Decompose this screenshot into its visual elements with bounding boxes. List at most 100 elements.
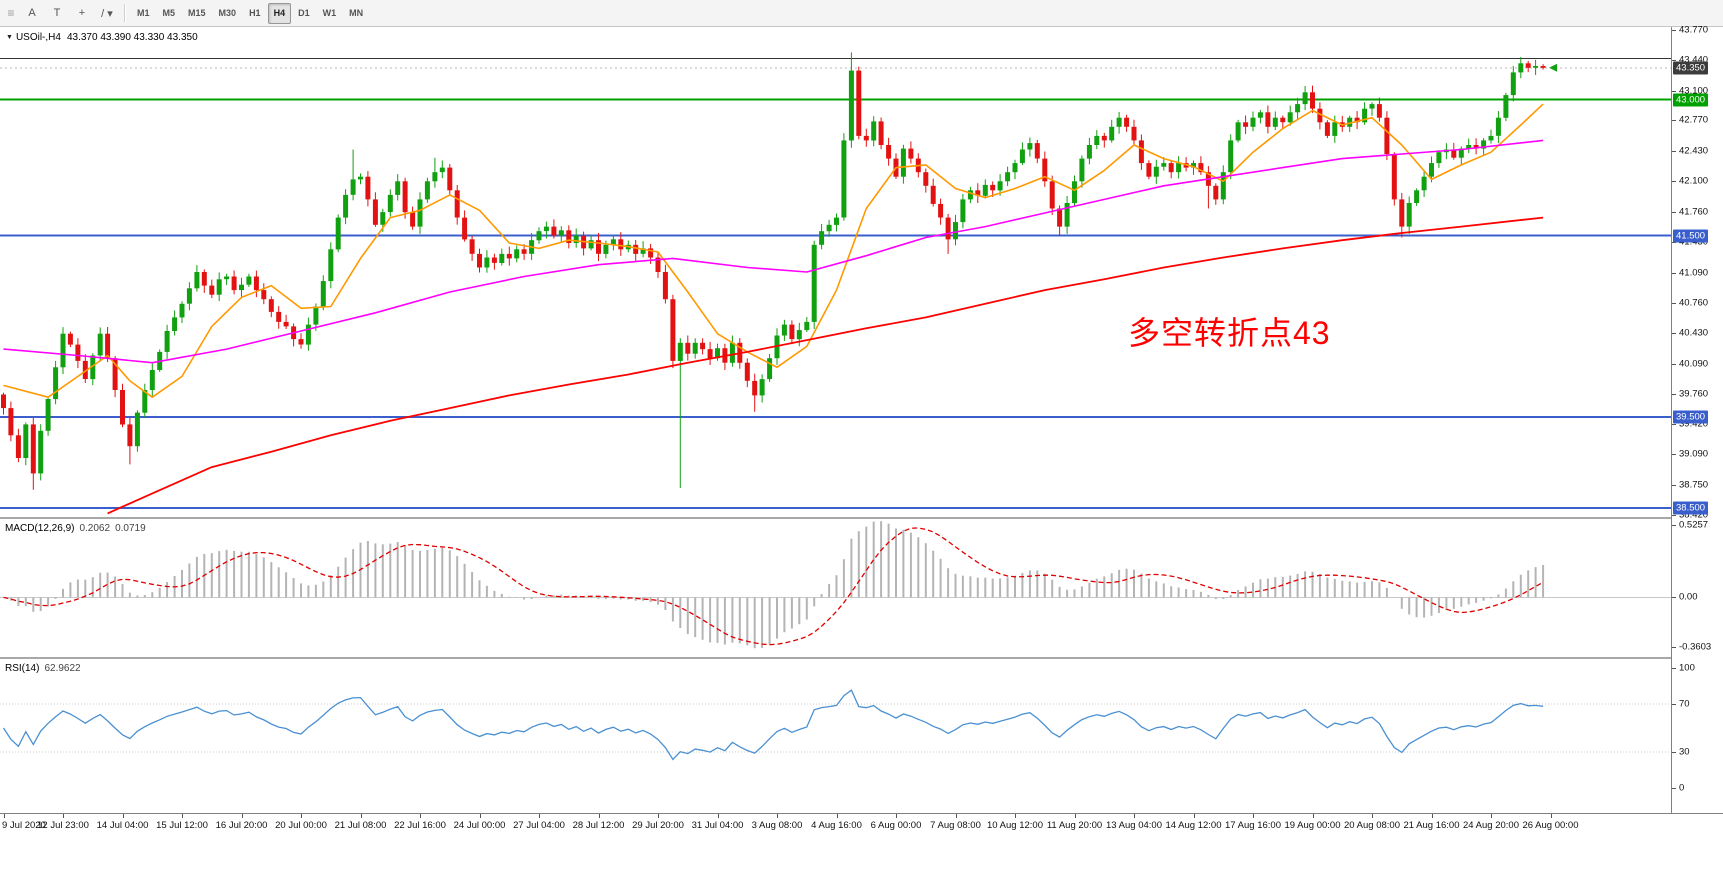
panel-separator[interactable] — [0, 517, 1671, 519]
time-tick-label: 15 Jul 12:00 — [156, 820, 208, 831]
price-tick-label: 38.750 — [1679, 479, 1709, 491]
chart-plot-area[interactable]: ▼ USOil-,H4 43.370 43.390 43.330 43.350 多空… — [0, 27, 1671, 813]
price-tick-label: 40.090 — [1679, 358, 1709, 370]
chart-annotation-text: 多空转折点43 — [1128, 315, 1331, 351]
axis-tick — [1672, 597, 1676, 599]
candles — [1, 52, 1546, 490]
timeframe-D1[interactable]: D1 — [298, 8, 310, 18]
time-tick-label: 6 Aug 00:00 — [870, 820, 922, 831]
axis-tick — [1672, 485, 1676, 487]
time-tick-label: 17 Aug 16:00 — [1225, 820, 1281, 831]
rsi-canvas[interactable] — [0, 659, 1671, 793]
price-tick-label: 42.430 — [1679, 145, 1709, 157]
price-tick-label: 0 — [1679, 782, 1685, 794]
time-tick-label: 9 Jul 2020 — [2, 820, 46, 831]
time-tick — [717, 814, 719, 818]
price-tick-label: 42.770 — [1679, 114, 1709, 126]
slow-ma-red — [107, 216, 1544, 515]
rsi-line — [2, 689, 1544, 761]
time-tick-label: 26 Aug 00:00 — [1522, 820, 1579, 831]
symbol-dropdown-icon[interactable]: ▼ — [6, 34, 13, 41]
timeframe-H1[interactable]: H1 — [249, 8, 261, 18]
price-level-badge: 41.500 — [1673, 229, 1709, 243]
timeframe-bar: M1 M5 M15 M30 H1 H4 D1 W1 MN — [131, 2, 369, 24]
main-chart-canvas[interactable] — [0, 27, 1671, 517]
macd-histogram — [9, 521, 1545, 649]
horizontal-levels — [0, 57, 1671, 509]
axis-tick — [1672, 363, 1676, 365]
macd-indicator-name: MACD(12,26,9) — [5, 523, 75, 534]
last-price-marker — [1549, 63, 1558, 72]
axis-tick — [1672, 647, 1676, 648]
chart-ohlc-values: 43.370 43.390 43.330 43.350 — [66, 32, 198, 43]
time-tick — [1074, 814, 1076, 818]
price-level-badge: 38.500 — [1673, 501, 1709, 515]
macd-label: MACD(12,26,9) 0.2062 0.0719 — [5, 523, 146, 534]
price-tick-label: 100 — [1679, 662, 1695, 674]
price-tick-label: 43.440 — [1679, 54, 1709, 66]
time-tick-label: 28 Jul 12:00 — [572, 820, 625, 831]
time-tick — [836, 814, 838, 818]
axis-tick — [1672, 668, 1676, 669]
crosshair-tool[interactable]: + — [78, 7, 86, 19]
price-tick-label: 41.760 — [1679, 206, 1709, 218]
timeframe-MN[interactable]: MN — [349, 8, 364, 18]
axis-tick — [1672, 454, 1676, 456]
axis-tick — [1672, 424, 1676, 426]
axis-tick — [1672, 120, 1676, 122]
time-tick — [479, 814, 481, 818]
toolbar-tools: ≡ A T + / ▾ — [3, 2, 119, 24]
time-tick — [1312, 814, 1314, 818]
macd-signal-line — [3, 527, 1544, 646]
time-tick-label: 24 Aug 20:00 — [1463, 820, 1519, 831]
time-tick — [1372, 814, 1373, 818]
time-tick — [122, 814, 124, 818]
toolbar: ≡ A T + / ▾ M1 M5 M15 M30 H1 H4 D1 W1 MN — [0, 0, 1723, 27]
text-tool[interactable]: A — [28, 7, 36, 19]
macd-canvas[interactable] — [0, 519, 1671, 657]
time-tick-label: 11 Aug 20:00 — [1046, 820, 1103, 831]
axis-tick — [1672, 181, 1676, 183]
time-tick-label: 22 Jul 16:00 — [394, 820, 446, 831]
price-tick-label: 30 — [1679, 746, 1690, 758]
price-tick-label: 70 — [1679, 698, 1690, 710]
timeframe-H4[interactable]: H4 — [267, 2, 292, 24]
time-tick-label: 10 Aug 12:00 — [987, 820, 1043, 831]
time-tick-label: 12 Jul 23:00 — [37, 820, 89, 831]
axis-tick — [1672, 704, 1676, 705]
drag-handle-icon: ≡ — [7, 6, 15, 20]
axis-tick — [1672, 332, 1676, 334]
draw-tools-dropdown[interactable]: / ▾ — [101, 7, 113, 20]
text-frame-tool[interactable]: T — [53, 7, 61, 19]
time-tick — [1431, 814, 1433, 818]
time-axis[interactable]: 9 Jul 2020 12 Jul 23:00 14 Jul 04:00 15 Jul… — [0, 813, 1723, 836]
medium-ma-magenta — [3, 139, 1544, 364]
time-tick — [1253, 814, 1254, 818]
time-tick — [241, 814, 243, 818]
axis-tick — [1672, 242, 1676, 244]
timeframe-M30[interactable]: M30 — [218, 8, 237, 18]
price-level-badge: 39.500 — [1673, 410, 1709, 424]
timeframe-M5[interactable]: M5 — [162, 8, 176, 18]
price-level-badge: 43.000 — [1673, 93, 1709, 107]
price-tick-label: 0.00 — [1679, 591, 1698, 603]
timeframe-M1[interactable]: M1 — [137, 8, 150, 18]
price-tick-label: 41.090 — [1679, 267, 1709, 279]
time-tick — [598, 814, 600, 818]
timeframe-M15[interactable]: M15 — [188, 8, 206, 18]
time-tick-label: 21 Aug 16:00 — [1403, 820, 1460, 831]
axis-tick — [1672, 788, 1676, 789]
timeframe-W1[interactable]: W1 — [322, 8, 337, 18]
chart-title: ▼ USOil-,H4 43.370 43.390 43.330 43.350 — [6, 32, 198, 43]
axis-tick — [1672, 59, 1676, 61]
panel-separator[interactable] — [0, 657, 1671, 659]
time-tick — [1134, 814, 1135, 818]
axis-tick — [1672, 29, 1676, 31]
price-axis[interactable]: 43.770 43.440 43.100 42.770 42.430 42.100 41.7… — [1671, 24, 1723, 813]
price-tick-label: 43.100 — [1679, 85, 1709, 97]
time-tick-label: 24 Jul 00:00 — [453, 820, 506, 831]
price-tick-label: 39.090 — [1679, 448, 1709, 460]
macd-signal-value: 0.0719 — [115, 523, 146, 534]
time-tick-label: 3 Aug 08:00 — [751, 820, 803, 831]
